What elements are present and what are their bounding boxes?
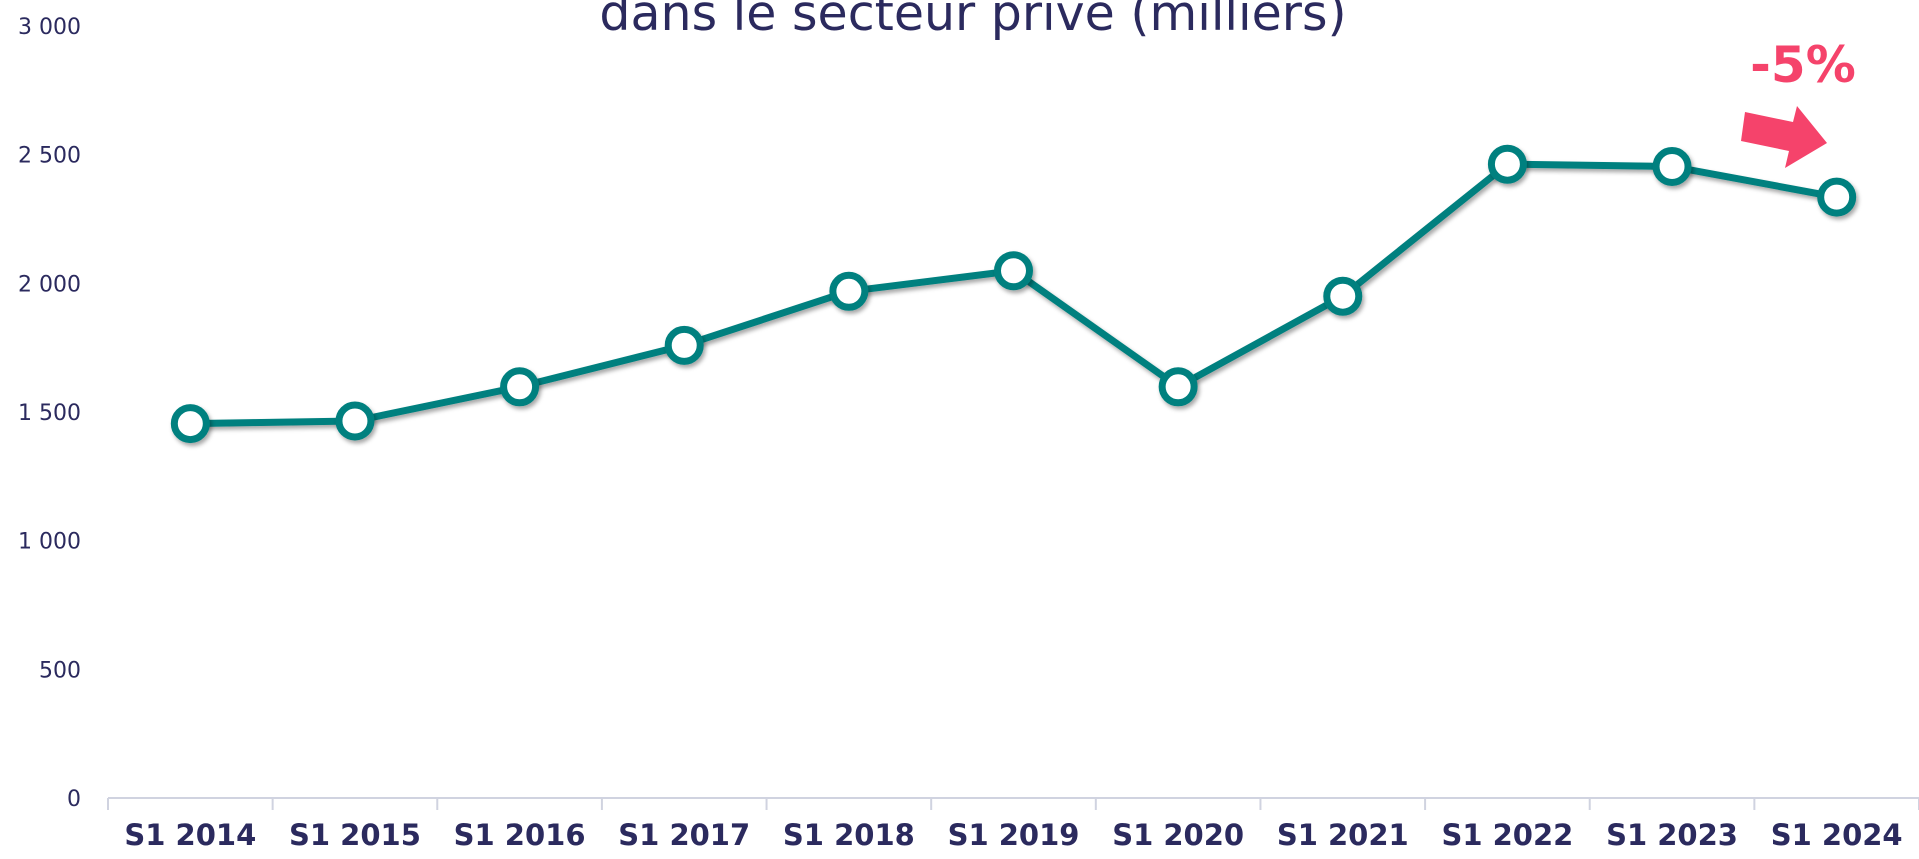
chart-title: dans le secteur privé (milliers) [599,0,1346,42]
x-tick-label: S1 2022 [1441,818,1573,852]
y-tick-label: 1 000 [18,530,81,555]
marker [1487,144,1527,184]
x-tick-label: S1 2015 [289,818,421,852]
marker [1323,276,1363,316]
x-tick-label: S1 2014 [124,818,256,852]
series-line [190,160,1838,428]
marker [829,271,869,311]
x-tick-label: S1 2024 [1771,818,1903,852]
y-tick-label: 0 [67,787,81,812]
y-tick-label: 500 [39,658,81,683]
x-tick-label: S1 2023 [1606,818,1738,852]
y-tick-label: 1 500 [18,401,81,426]
marker [1817,177,1857,217]
x-tick-label: S1 2018 [783,818,915,852]
x-tick-label: S1 2021 [1277,818,1409,852]
annotation-arrow [1741,106,1827,168]
marker [1652,147,1692,187]
x-tick-label: S1 2017 [618,818,750,852]
marker [170,404,210,444]
marker [335,401,375,441]
marker [994,251,1033,291]
y-tick-label: 2 000 [18,272,81,297]
x-tick-label: S1 2019 [948,818,1080,852]
marker [500,367,540,407]
y-tick-label: 3 000 [18,15,81,40]
marker [1158,367,1198,407]
x-tick-label: S1 2020 [1112,818,1244,852]
annotation: -5% [1750,36,1856,94]
y-tick-label: 2 500 [18,144,81,169]
marker [664,325,704,365]
x-tick-label: S1 2016 [454,818,586,852]
